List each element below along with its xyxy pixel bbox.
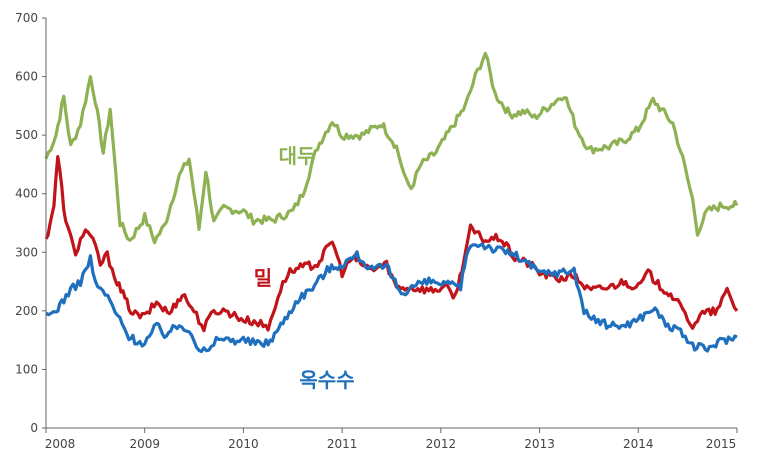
series-line-soybean (44, 51, 739, 245)
x-tick-label: 2009 (129, 437, 160, 451)
x-tick-label: 2013 (524, 437, 555, 451)
y-tick-label: 700 (15, 11, 38, 25)
series-layer (44, 51, 739, 354)
y-tick-label: 300 (15, 245, 38, 259)
x-tick-label: 2014 (623, 437, 654, 451)
y-tick-labels: 0 100 200 300 400 500 600 700 (15, 11, 46, 435)
series-label-wheat: 밀 (254, 266, 272, 290)
series-line-corn (45, 242, 738, 354)
series-label-soybean: 대두 (279, 144, 316, 168)
axis-layer (45, 18, 737, 429)
y-tick-label: 200 (15, 304, 38, 318)
x-tick-label: 2008 (45, 437, 76, 451)
x-tick-labels: 2008 2009 2010 2011 2012 2013 2014 2015 (45, 428, 738, 451)
y-tick-label: 400 (15, 187, 38, 201)
series-label-corn: 옥수수 (299, 368, 354, 392)
x-tick-label: 2015 (706, 437, 737, 451)
series-labels: 대두 밀 옥수수 (254, 144, 355, 392)
y-tick-label: 100 (15, 362, 38, 376)
y-tick-label: 0 (30, 421, 38, 435)
y-tick-label: 500 (15, 128, 38, 142)
x-tick-label: 2010 (228, 437, 259, 451)
x-tick-label: 2011 (327, 437, 358, 451)
y-tick-label: 600 (15, 70, 38, 84)
x-tick-label: 2012 (426, 437, 457, 451)
